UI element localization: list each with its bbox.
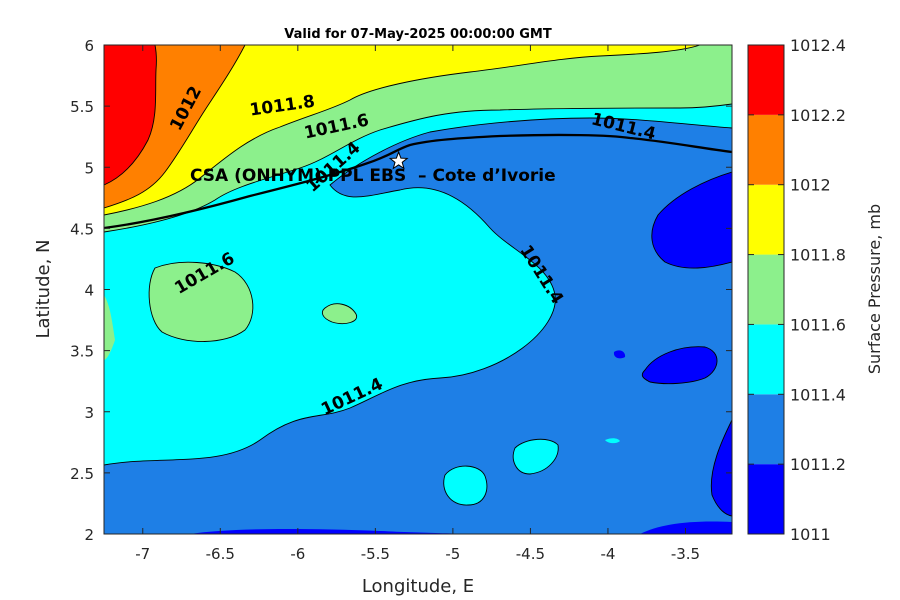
y-axis: 2 2.5 3 3.5 4 4.5 5 5.5 6 xyxy=(70,37,732,544)
colorbar-segment xyxy=(748,394,784,465)
y-tick-label: 5.5 xyxy=(70,98,94,116)
x-tick-label: -7 xyxy=(135,545,150,563)
contour-band-1012-2 xyxy=(104,45,157,185)
contour-band-1011-8 xyxy=(104,45,700,215)
contour-low-1011-0-c xyxy=(613,350,626,359)
x-tick-label: -5.5 xyxy=(361,545,390,563)
x-axis: -7 -6.5 -6 -5.5 -5 -4.5 -4 -3.5 xyxy=(135,45,700,563)
y-tick-label: 2.5 xyxy=(70,465,94,483)
contour-island-1011-6-a xyxy=(149,262,253,342)
y-tick-label: 6 xyxy=(84,37,94,55)
contour-lines xyxy=(104,45,732,517)
colorbar-tick-label: 1011.4 xyxy=(790,385,846,404)
contour-low-1011-0-a xyxy=(651,172,732,269)
y-tick-label: 2 xyxy=(84,526,94,544)
y-tick-label: 4.5 xyxy=(70,220,94,238)
x-axis-label: Longitude, E xyxy=(362,576,474,597)
colorbar-label: Surface Pressure, mb xyxy=(865,204,884,374)
x-tick-label: -4.5 xyxy=(516,545,545,563)
colorbar-tick-label: 1012 xyxy=(790,176,831,195)
chart-title: Valid for 07-May-2025 00:00:00 GMT xyxy=(284,27,552,42)
site-star-marker xyxy=(388,150,409,170)
colorbar-tick-label: 1012.2 xyxy=(790,106,846,125)
colorbar-segment xyxy=(748,184,784,255)
y-axis-label: Latitude, N xyxy=(33,240,54,339)
colorbar-segment xyxy=(748,464,784,534)
colorbar-segment xyxy=(748,114,784,185)
colorbar-tick-label: 1011.2 xyxy=(790,455,846,474)
y-tick-label: 4 xyxy=(84,282,94,300)
y-tick-label: 5 xyxy=(84,159,94,177)
contour-low-1011-0-f xyxy=(640,521,732,534)
contour-patch-1011-4-a xyxy=(443,466,487,506)
coastline xyxy=(104,133,732,230)
contour-low-1011-0-e xyxy=(190,529,490,534)
y-tick-label: 3 xyxy=(84,404,94,422)
colorbar-tick-label: 1011.8 xyxy=(790,246,846,265)
colorbar-tick-label: 1011 xyxy=(790,525,831,544)
x-tick-label: -6 xyxy=(290,545,305,563)
x-tick-label: -3.5 xyxy=(671,545,700,563)
contour-plot-area xyxy=(104,45,732,534)
contour-low-1011-0-d xyxy=(711,420,732,516)
colorbar-frame xyxy=(747,44,785,535)
colorbar-segment xyxy=(748,45,784,115)
colorbar-tick-label: 1011.6 xyxy=(790,315,846,334)
contour-island-1011-6-c xyxy=(104,295,115,360)
x-tick-label: -6.5 xyxy=(206,545,235,563)
x-tick-label: -4 xyxy=(600,545,615,563)
x-tick-label: -5 xyxy=(445,545,460,563)
contour-patch-1011-4-c xyxy=(605,438,620,444)
colorbar: 1011 1011.2 1011.4 1011.6 1011.8 1012 1012.2 10… xyxy=(747,36,846,544)
contour-patch-1011-4-b xyxy=(513,439,559,474)
site-label: CSA (ONHYM) PPL EBS – Cote d’Ivorie xyxy=(190,166,556,186)
y-tick-label: 3.5 xyxy=(70,343,94,361)
contour-low-1011-0-b xyxy=(642,346,718,384)
colorbar-tick-label: 1012.4 xyxy=(790,36,846,55)
colorbar-segment xyxy=(748,254,784,325)
site-marker-group: CSA (ONHYM) PPL EBS – Cote d’Ivorie xyxy=(190,150,556,186)
contour-island-1011-6-b xyxy=(322,303,357,324)
colorbar-segment xyxy=(748,324,784,395)
